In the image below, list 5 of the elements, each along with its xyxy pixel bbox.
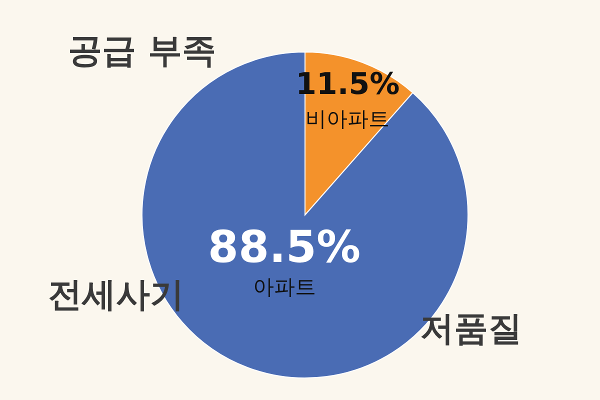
data-label: 88.5% [208, 222, 361, 273]
text: 저품질 [420, 308, 522, 351]
slice-label: 비아파트 [306, 107, 390, 132]
text: 공급 부족 [68, 30, 216, 73]
slice-label: 아파트 [252, 274, 316, 299]
